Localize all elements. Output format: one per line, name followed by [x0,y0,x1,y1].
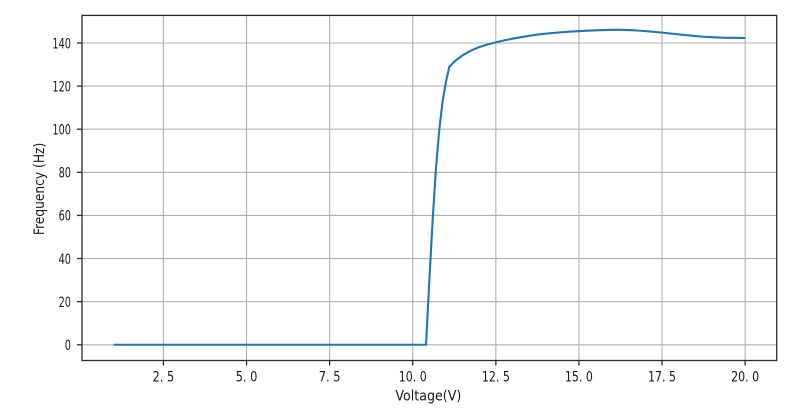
data-series [113,28,746,346]
axis-ticks [77,42,746,366]
gridlines [82,15,777,361]
tick-labels: 2. 5 5. 0 7. 5 10. 0 12. 5 15. 0 17. 5 20. 0 0 20… [52,36,759,385]
y-tick-label: 20 [59,295,71,311]
y-tick-label: 140 [52,36,71,52]
y-tick-label: 60 [59,209,71,225]
x-tick-label: 10. 0 [399,370,427,386]
x-tick-label: 5. 0 [236,370,258,386]
y-axis-label: Frequency (Hz) [32,143,48,235]
plot-border [81,14,778,362]
x-tick-label: 20. 0 [731,370,759,386]
x-tick-label: 15. 0 [565,370,593,386]
y-tick-label: 120 [52,79,71,95]
y-tick-label: 100 [52,123,71,139]
x-tick-label: 2. 5 [153,370,175,386]
x-tick-label: 17. 5 [648,370,676,386]
y-tick-label: 0 [65,338,71,354]
x-tick-label: 7. 5 [319,370,341,386]
x-axis-label: Voltage(V) [395,389,461,405]
y-tick-label: 40 [59,252,71,268]
x-tick-label: 12. 5 [482,370,510,386]
y-tick-label: 80 [59,166,71,182]
data-line-frequency-vs-voltage [113,28,746,346]
